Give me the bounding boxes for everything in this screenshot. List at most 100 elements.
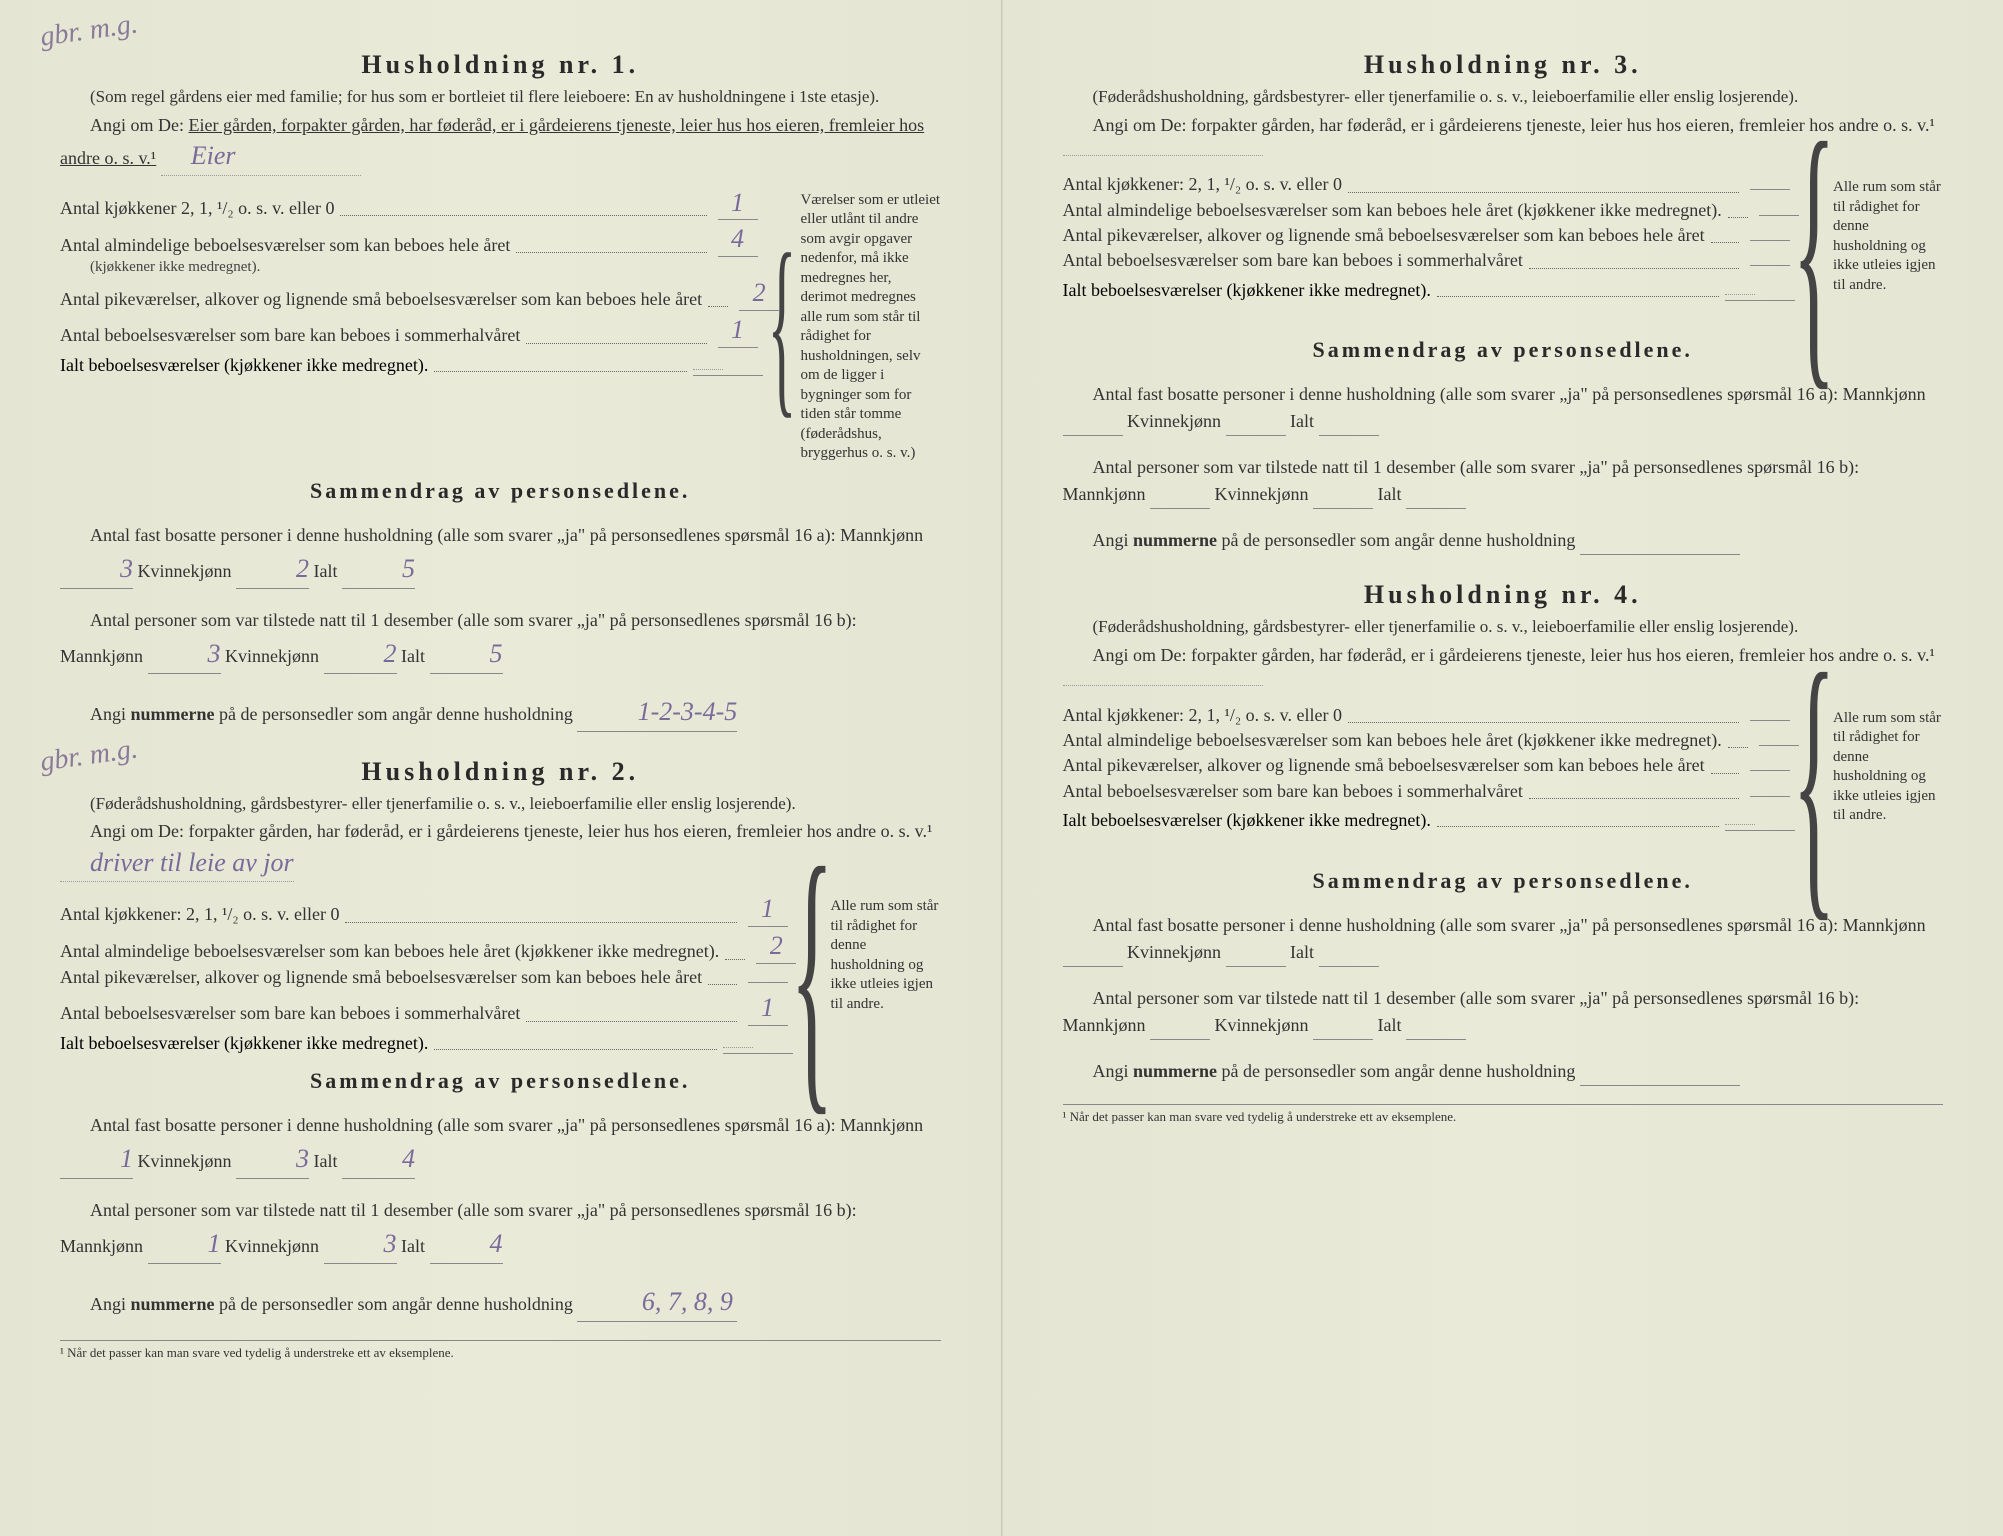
total-row: Ialt beboelsesværelser (kjøkkener ikke m…	[60, 354, 763, 376]
stat-t-value	[1319, 408, 1379, 436]
stat-k-value	[1226, 408, 1286, 436]
stat-m-label: Mannkjønn	[1843, 915, 1926, 935]
row-summer-rooms: Antal beboelsesværelser som bare kan beb…	[1063, 780, 1796, 803]
question-answer	[1063, 685, 1263, 686]
stat-k-label: Kvinnekjønn	[1127, 411, 1221, 431]
dots	[526, 343, 706, 344]
stat-k-label: Kvinnekjønn	[1215, 484, 1309, 504]
side-note: Alle rum som står til rådighet for denne…	[1833, 704, 1943, 854]
question-prefix: Angi om De:	[90, 821, 184, 841]
question-prefix: Angi om De:	[90, 115, 184, 135]
dots	[1728, 747, 1748, 748]
stat-m-label: Mannkjønn	[60, 646, 143, 666]
dots	[708, 306, 728, 307]
dots	[434, 1049, 716, 1050]
row-small-rooms: Antal pikeværelser, alkover og lignende …	[60, 966, 793, 989]
total-row: Ialt beboelsesværelser (kjøkkener ikke m…	[1063, 809, 1796, 831]
stat-m-label: Mannkjønn	[1063, 1015, 1146, 1035]
rows-block: Antal kjøkkener 2, 1, ¹/₂ o. s. v. eller…	[60, 186, 941, 464]
dots	[340, 215, 706, 216]
total-label: Ialt beboelsesværelser (kjøkkener ikke m…	[60, 1033, 428, 1054]
document-spread: gbr. m.g. Husholdning nr. 1. (Som regel …	[0, 0, 2003, 1536]
row-value: 1	[743, 991, 793, 1026]
numbers-label: Angi nummerne på de personsedler som ang…	[90, 1294, 573, 1314]
pencil-annotation-top: gbr. m.g.	[38, 8, 140, 53]
stat-t-label: Ialt	[1378, 484, 1402, 504]
brace-icon: {	[767, 275, 796, 375]
stat-m-value: 3	[148, 634, 221, 674]
stat-k-label: Kvinnekjønn	[138, 561, 232, 581]
dots	[1437, 826, 1719, 827]
dots	[1711, 242, 1739, 243]
row-small-rooms: Antal pikeværelser, alkover og lignende …	[60, 276, 763, 311]
question-answer	[1063, 155, 1263, 156]
dots	[1529, 268, 1739, 269]
stat-m-value: 1	[60, 1139, 133, 1179]
row-label: Antal kjøkkener 2, 1, ¹/₂ o. s. v. eller…	[60, 197, 334, 220]
rows-block: Antal kjøkkener: 2, 1, ¹/₂ o. s. v. elle…	[60, 892, 941, 1054]
stat-k-value	[1313, 1012, 1373, 1040]
dots	[1529, 798, 1739, 799]
stat-m-value	[1063, 939, 1123, 967]
stat-m-value	[1063, 408, 1123, 436]
row-value: 1	[713, 186, 763, 221]
question-prefix: Angi om De:	[1093, 645, 1187, 665]
brace-column: {	[1805, 704, 1823, 854]
household-2: Husholdning nr. 2. (Føderådshusholdning,…	[60, 757, 941, 1361]
household-intro: (Som regel gårdens eier med familie; for…	[60, 86, 941, 109]
row-summer-rooms: Antal beboelsesværelser som bare kan beb…	[60, 991, 793, 1026]
dots	[526, 1021, 736, 1022]
stat-m-value: 3	[60, 549, 133, 589]
row-rooms-year: Antal almindelige beboelsesværelser som …	[1063, 729, 1796, 752]
household-1: Husholdning nr. 1. (Som regel gårdens ei…	[60, 50, 941, 732]
stat-m-label: Mannkjønn	[840, 525, 923, 545]
side-note: Alle rum som står til rådighet for denne…	[1833, 173, 1943, 323]
brace-icon: {	[1792, 173, 1835, 323]
row-label: Antal kjøkkener: 2, 1, ¹/₂ o. s. v. elle…	[1063, 173, 1342, 196]
dots	[1348, 192, 1739, 193]
row-label: Antal almindelige beboelsesværelser som …	[60, 940, 719, 963]
dots	[1437, 296, 1719, 297]
stat-m-value	[1150, 1012, 1210, 1040]
row-value: 1	[713, 313, 763, 348]
numbers-value	[1580, 1058, 1740, 1086]
numbers-value: 1-2-3-4-5	[577, 692, 737, 732]
row-value	[1745, 754, 1795, 777]
row-rooms-year: Antal almindelige beboelsesværelser som …	[60, 929, 793, 964]
brace-column: {	[803, 892, 821, 1054]
row-label: Antal almindelige beboelsesværelser som …	[60, 234, 510, 257]
numbers-label: Angi nummerne på de personsedler som ang…	[90, 704, 573, 724]
brace-icon: {	[1792, 704, 1835, 854]
brace-icon: {	[790, 898, 833, 1048]
total-value	[1725, 809, 1795, 831]
side-note: Alle rum som står til rådighet for denne…	[831, 892, 941, 1054]
stat-t-value: 5	[342, 549, 415, 589]
dots	[1711, 773, 1739, 774]
row-small-rooms: Antal pikeværelser, alkover og lignende …	[1063, 754, 1796, 777]
row-label: Antal pikeværelser, alkover og lignende …	[1063, 224, 1705, 247]
dots	[1348, 722, 1739, 723]
household-title: Husholdning nr. 3.	[1063, 50, 1944, 80]
rows-block: Antal kjøkkener: 2, 1, ¹/₂ o. s. v. elle…	[1063, 173, 1944, 323]
stat-k-value: 2	[236, 549, 309, 589]
numbers-value	[1580, 527, 1740, 555]
rows-block: Antal kjøkkener: 2, 1, ¹/₂ o. s. v. elle…	[1063, 704, 1944, 854]
row-label: Antal beboelsesværelser som bare kan beb…	[1063, 780, 1523, 803]
stat-t-label: Ialt	[314, 561, 338, 581]
stat-k-value: 3	[324, 1224, 397, 1264]
row-kitchens: Antal kjøkkener 2, 1, ¹/₂ o. s. v. eller…	[60, 186, 763, 221]
household-4: Husholdning nr. 4. (Føderådshusholdning,…	[1063, 580, 1944, 1124]
stat-m-value	[1150, 481, 1210, 509]
row-label: Antal almindelige beboelsesværelser som …	[1063, 729, 1722, 752]
row-kitchens: Antal kjøkkener: 2, 1, ¹/₂ o. s. v. elle…	[60, 892, 793, 927]
total-value	[693, 354, 763, 376]
footnote: ¹ Når det passer kan man svare ved tydel…	[60, 1340, 941, 1361]
dots	[434, 371, 686, 372]
brace-column: {	[1805, 173, 1823, 323]
stat-k-label: Kvinnekjønn	[1215, 1015, 1309, 1035]
stat-text: Antal fast bosatte personer i denne hush…	[90, 525, 836, 545]
household-question: Angi om De: Eier gården, forpakter gårde…	[60, 113, 941, 176]
stat-t-value	[1319, 939, 1379, 967]
stat-text: Antal fast bosatte personer i denne hush…	[1093, 915, 1839, 935]
question-answer: Eier	[161, 138, 361, 175]
